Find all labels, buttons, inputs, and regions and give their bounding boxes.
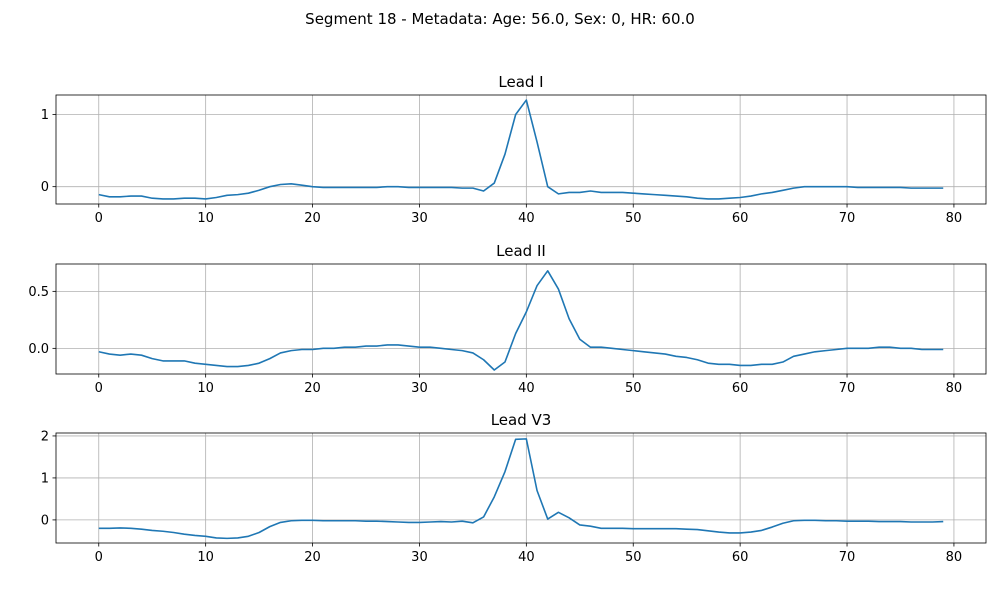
series-line: [98, 99, 944, 200]
x-tick-label: 10: [197, 550, 214, 565]
x-tick-label: 0: [95, 211, 103, 226]
y-tick-label: 1: [41, 471, 49, 486]
y-tick-label: 0: [41, 513, 49, 528]
figure-title: Segment 18 - Metadata: Age: 56.0, Sex: 0…: [305, 10, 695, 28]
axes-frame: [55, 432, 987, 544]
x-tick-label: 50: [625, 211, 642, 226]
x-tick-label: 40: [518, 211, 535, 226]
y-ticks: 0 1 2: [41, 429, 56, 528]
y-ticks: 01: [41, 108, 56, 195]
x-tick-label: 80: [946, 381, 963, 396]
x-ticks: 0 10 20 30 40 50 60 70 80: [95, 374, 963, 396]
x-tick-label: 0: [95, 381, 103, 396]
x-tick-label: 30: [411, 381, 428, 396]
axes-frame: [55, 94, 987, 205]
x-tick-label: 40: [518, 381, 535, 396]
panel-title: Lead I: [498, 73, 543, 91]
grid-lines: [56, 433, 986, 543]
ecg-trace: [98, 270, 944, 371]
x-ticks: 0 10 20 30 40 50 60 70 80: [95, 204, 963, 226]
y-tick-label: 1: [41, 108, 49, 123]
axes-border: [55, 432, 987, 544]
panel-lead-ii: Lead II 0 10 20 30 40 50 60 70 80 0.0 0.5: [28, 242, 987, 396]
y-tick-label: 0.0: [28, 342, 49, 357]
x-tick-label: 80: [946, 550, 963, 565]
x-tick-label: 40: [518, 550, 535, 565]
x-tick-label: 70: [839, 211, 856, 226]
x-tick-label: 80: [946, 211, 963, 226]
x-tick-label: 50: [625, 381, 642, 396]
series-line: [98, 438, 944, 540]
panel-title: Lead V3: [491, 411, 552, 429]
x-tick-label: 70: [839, 381, 856, 396]
panel-lead-i: Lead I 0 10 20 30 40 50 60 70 80 01: [41, 73, 987, 226]
x-tick-label: 70: [839, 550, 856, 565]
ecg-trace: [98, 438, 944, 540]
axes-frame: [55, 263, 987, 375]
x-tick-label: 10: [197, 381, 214, 396]
x-tick-label: 10: [197, 211, 214, 226]
y-tick-label: 0: [41, 180, 49, 195]
x-tick-label: 30: [411, 550, 428, 565]
x-tick-label: 50: [625, 550, 642, 565]
y-tick-label: 0.5: [28, 285, 49, 300]
panel-title: Lead II: [496, 242, 546, 260]
axes-border: [55, 263, 987, 375]
x-tick-label: 60: [732, 550, 749, 565]
grid-lines: [56, 264, 986, 374]
axes-border: [55, 94, 987, 205]
x-tick-label: 60: [732, 381, 749, 396]
y-tick-label: 2: [41, 429, 49, 444]
x-tick-label: 20: [304, 381, 321, 396]
x-ticks: 0 10 20 30 40 50 60 70 80: [95, 543, 963, 565]
x-tick-label: 30: [411, 211, 428, 226]
x-tick-label: 20: [304, 550, 321, 565]
x-tick-label: 20: [304, 211, 321, 226]
series-line: [98, 270, 944, 371]
ecg-trace: [98, 99, 944, 200]
y-ticks: 0.0 0.5: [28, 285, 56, 357]
x-tick-label: 0: [95, 550, 103, 565]
x-tick-label: 60: [732, 211, 749, 226]
panel-lead-v3: Lead V3 0 10 20 30 40 50 60 70 80 0 1 2: [41, 411, 987, 565]
